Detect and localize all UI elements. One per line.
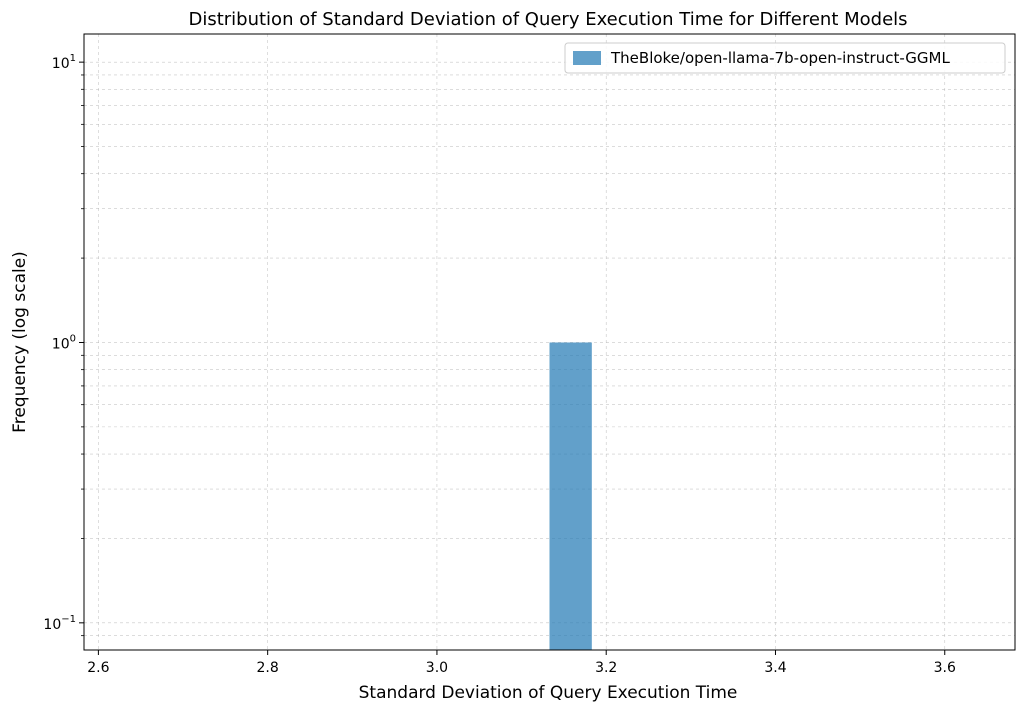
chart-title: Distribution of Standard Deviation of Qu… [188, 9, 907, 30]
y-tick-label: 101 [52, 53, 76, 72]
x-tick-label: 2.8 [257, 660, 279, 676]
plot-area: 2.6 2.8 3.0 3.2 3.4 3.6 10−1 100 101 [43, 33, 1016, 676]
y-tick-label: 10−1 [43, 614, 76, 633]
x-tick-label: 3.2 [595, 660, 617, 676]
x-axis-label: Standard Deviation of Query Execution Ti… [359, 683, 738, 703]
x-tick-label: 3.0 [426, 660, 448, 676]
y-tick-label: 100 [52, 333, 76, 352]
x-tick-label: 2.6 [87, 660, 109, 676]
x-tick-label: 3.4 [764, 660, 786, 676]
x-tick-label: 3.6 [934, 660, 956, 676]
legend-swatch [573, 51, 601, 65]
legend-box [564, 42, 1006, 74]
legend-label: TheBloke/open-llama-7b-open-instruct-GGM… [610, 49, 950, 67]
legend: TheBloke/open-llama-7b-open-instruct-GGM… [564, 42, 1006, 74]
histogram-bar [549, 342, 592, 650]
y-axis-label: Frequency (log scale) [10, 251, 30, 433]
